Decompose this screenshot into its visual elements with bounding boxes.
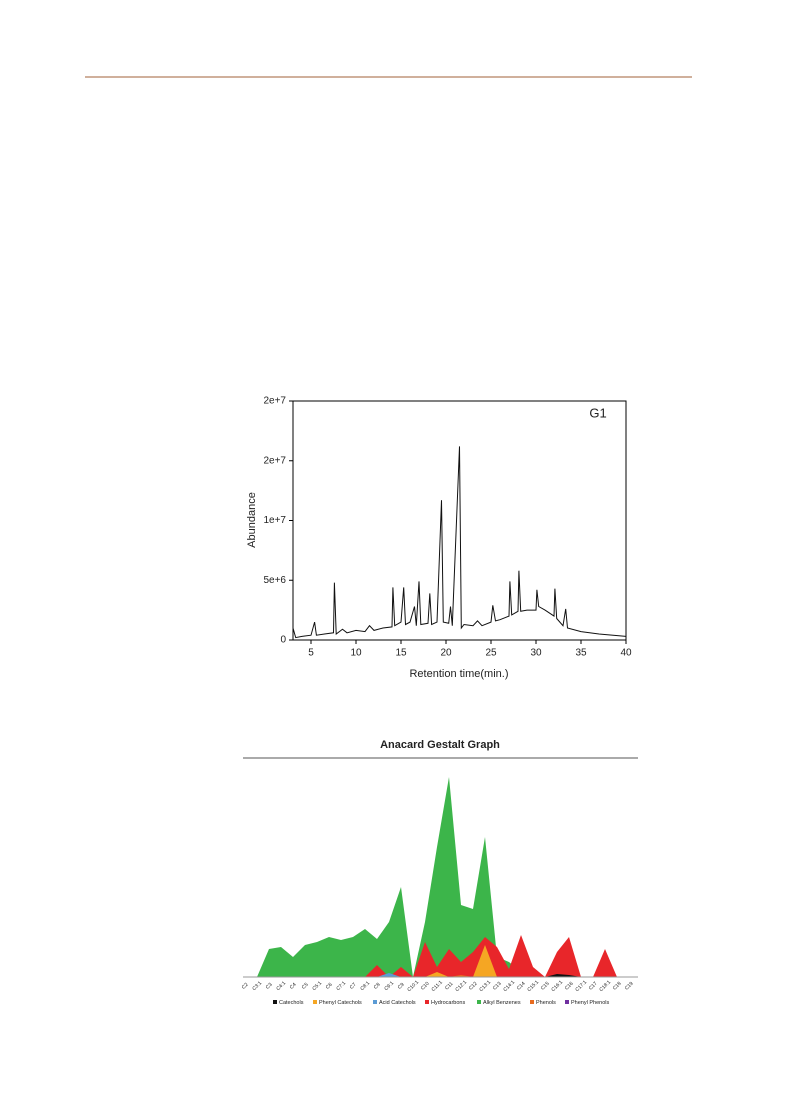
x-tick-label: C6 <box>325 982 334 991</box>
x-tick-label: C8:1 <box>359 980 371 992</box>
x-tick-label: 35 <box>575 648 587 659</box>
x-tick-label: C4:1 <box>275 980 287 992</box>
x-tick-label: C18 <box>612 981 623 992</box>
x-tick-label: C10:1 <box>406 979 420 993</box>
legend-swatch <box>530 1000 534 1004</box>
y-axis-label: Abundance <box>246 492 258 548</box>
trace-line <box>292 446 627 639</box>
x-tick-label: C3:1 <box>251 980 263 992</box>
y-tick-label: 0 <box>280 635 286 646</box>
x-tick-label: C4 <box>289 982 298 991</box>
legend-label: Phenyl Catechols <box>319 1000 362 1006</box>
legend-label: Phenyl Phenols <box>571 1000 609 1006</box>
x-tick-label: C11:1 <box>431 979 445 993</box>
area <box>245 974 629 977</box>
x-tick-label: C2 <box>241 982 250 991</box>
x-tick-label: C19 <box>624 981 635 992</box>
chart-title: Anacard Gestalt Graph <box>380 739 500 751</box>
x-tick-label: C12 <box>468 981 479 992</box>
legend-swatch <box>565 1000 569 1004</box>
x-tick-label: C13 <box>492 981 503 992</box>
x-tick-label: C14 <box>516 981 527 992</box>
x-tick-label: 20 <box>440 648 452 659</box>
y-tick-label: 5e+6 <box>263 575 286 586</box>
legend-label: Phenols <box>536 1000 556 1006</box>
annotation: G1 <box>589 405 606 420</box>
x-tick-label: 15 <box>395 648 407 659</box>
x-tick-label: C14:1 <box>502 979 516 993</box>
x-tick-label: C15 <box>540 981 551 992</box>
x-tick-label: 10 <box>350 648 362 659</box>
legend-swatch <box>425 1000 429 1004</box>
x-tick-label: C18:1 <box>598 979 612 993</box>
x-axis-label: Retention time(min.) <box>409 668 508 680</box>
area <box>245 935 629 977</box>
x-tick-label: C5:1 <box>311 980 323 992</box>
x-tick-label: C16:1 <box>550 979 564 993</box>
x-tick-label: C17:1 <box>574 979 588 993</box>
legend-label: Acid Catechols <box>379 1000 416 1006</box>
x-tick-label: C8 <box>373 982 382 991</box>
y-tick-label: 1e+7 <box>263 515 286 526</box>
x-tick-label: C13:1 <box>478 979 492 993</box>
y-tick-label: 2e+7 <box>263 396 286 407</box>
x-tick-label: C11 <box>444 981 455 992</box>
legend-swatch <box>313 1000 317 1004</box>
x-tick-label: C3 <box>265 982 274 991</box>
x-tick-label: C15:1 <box>526 979 540 993</box>
x-tick-label: 5 <box>308 648 314 659</box>
x-tick-label: C16 <box>564 981 575 992</box>
x-tick-label: 30 <box>530 648 542 659</box>
y-tick-label: 2e+7 <box>263 455 286 466</box>
x-tick-label: C7:1 <box>335 980 347 992</box>
x-tick-label: C12:1 <box>454 979 468 993</box>
plot-frame <box>292 400 627 641</box>
x-tick-label: C5 <box>301 982 310 991</box>
area <box>245 777 629 977</box>
legend-swatch <box>273 1000 277 1004</box>
x-tick-label: C17 <box>588 981 599 992</box>
legend-label: Alkyl Benzenes <box>483 1000 521 1006</box>
x-tick-label: C9:1 <box>383 980 395 992</box>
legend-swatch <box>477 1000 481 1004</box>
legend-swatch <box>373 1000 377 1004</box>
legend-label: Catechols <box>279 1000 304 1006</box>
legend-label: Hydrocarbons <box>431 1000 465 1006</box>
x-tick-label: C7 <box>349 982 358 991</box>
x-tick-label: C10 <box>420 981 431 992</box>
x-tick-label: 25 <box>485 648 497 659</box>
x-tick-label: C9 <box>397 982 406 991</box>
x-tick-label: 40 <box>620 648 632 659</box>
